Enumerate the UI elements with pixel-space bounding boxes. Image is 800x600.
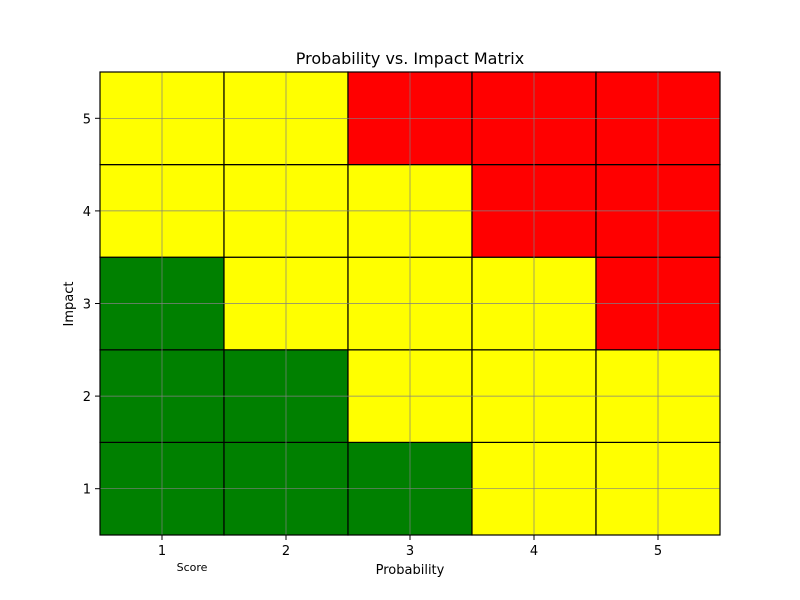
x-tick-label-5: 5	[654, 544, 662, 559]
y-tick-label-3: 3	[83, 298, 91, 313]
x-tick-label-4: 4	[530, 544, 538, 559]
ticks-layer: 1 2 3 4 5 1 2 3 4 5	[83, 112, 662, 559]
x-tick-label-1: 1	[158, 544, 166, 559]
y-axis-label: Impact	[62, 282, 77, 327]
chart-title: Probability vs. Impact Matrix	[296, 49, 524, 68]
score-label: Score	[177, 561, 208, 574]
grid-layer	[100, 72, 720, 535]
y-tick-label-5: 5	[83, 112, 91, 127]
x-tick-label-3: 3	[406, 544, 414, 559]
x-axis-label: Probability	[376, 563, 445, 578]
x-tick-label-2: 2	[282, 544, 290, 559]
y-tick-label-4: 4	[83, 205, 91, 220]
y-tick-label-2: 2	[83, 390, 91, 405]
y-tick-label-1: 1	[83, 483, 91, 498]
